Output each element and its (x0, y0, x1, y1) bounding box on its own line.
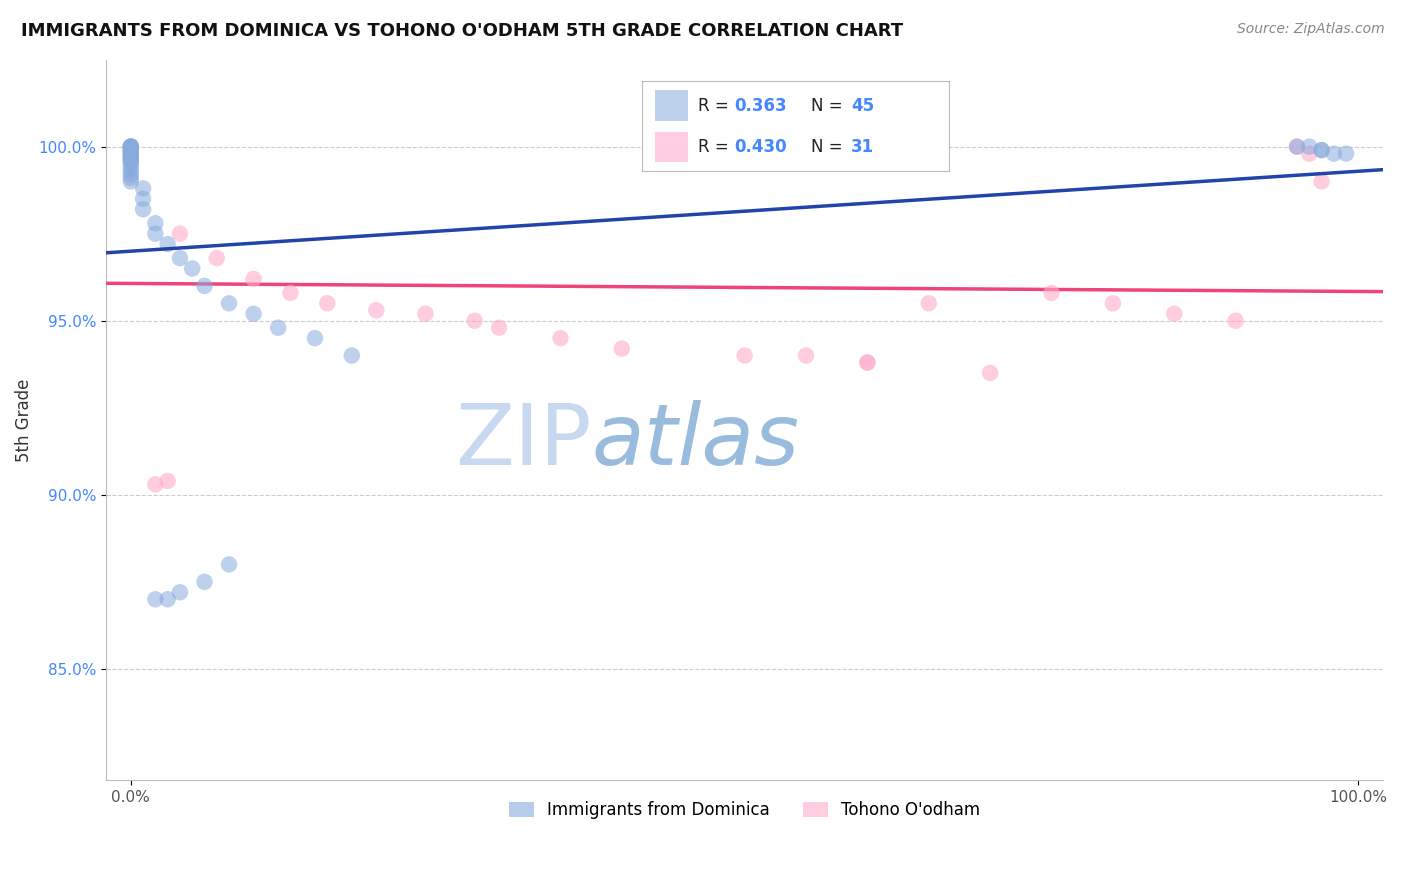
Text: atlas: atlas (592, 401, 800, 483)
Point (132, 181, 155, 195)
Point (242, 307, 264, 321)
Point (120, 153, 142, 168)
Point (120, 139, 142, 153)
Point (169, 251, 191, 265)
Point (120, 174, 142, 188)
Point (120, 139, 142, 153)
Point (120, 146, 142, 161)
Text: IMMIGRANTS FROM DOMINICA VS TOHONO O'ODHAM 5TH GRADE CORRELATION CHART: IMMIGRANTS FROM DOMINICA VS TOHONO O'ODH… (21, 22, 903, 40)
Point (120, 150, 142, 164)
Point (1298, 146, 1320, 161)
Point (1040, 285, 1063, 300)
Point (181, 261, 204, 276)
Point (120, 139, 142, 153)
Point (1310, 174, 1333, 188)
Point (120, 143, 142, 157)
Point (218, 558, 240, 572)
Point (1285, 139, 1308, 153)
Y-axis label: 5th Grade: 5th Grade (15, 378, 32, 462)
Point (610, 342, 633, 356)
Point (120, 161, 142, 175)
Point (120, 150, 142, 164)
Point (193, 574, 215, 589)
Point (415, 307, 437, 321)
Point (193, 279, 215, 293)
Point (156, 237, 179, 252)
Point (132, 202, 155, 217)
Point (1102, 296, 1125, 310)
Point (205, 251, 228, 265)
Point (340, 349, 363, 363)
Point (120, 153, 142, 168)
Point (1298, 139, 1320, 153)
Point (242, 272, 264, 286)
Point (280, 285, 302, 300)
Text: ZIP: ZIP (456, 401, 592, 483)
Point (145, 477, 167, 491)
Point (120, 139, 142, 153)
Point (120, 150, 142, 164)
Point (145, 216, 167, 230)
Point (132, 192, 155, 206)
Point (120, 139, 142, 153)
Point (120, 146, 142, 161)
Point (794, 349, 817, 363)
Point (120, 164, 142, 178)
Point (156, 592, 179, 607)
Point (1310, 143, 1333, 157)
Point (918, 296, 941, 310)
Point (156, 474, 179, 488)
Point (218, 296, 240, 310)
Point (267, 320, 290, 334)
Legend: Immigrants from Dominica, Tohono O'odham: Immigrants from Dominica, Tohono O'odham (502, 795, 987, 826)
Point (366, 303, 388, 318)
Point (550, 331, 572, 345)
Point (979, 366, 1001, 380)
Point (1225, 314, 1247, 328)
Point (1334, 146, 1357, 161)
Point (120, 143, 142, 157)
Point (856, 355, 879, 369)
Point (304, 331, 326, 345)
Point (1285, 139, 1308, 153)
Point (145, 227, 167, 241)
Point (120, 139, 142, 153)
Point (145, 592, 167, 607)
Point (464, 314, 486, 328)
Point (1163, 307, 1185, 321)
Point (120, 143, 142, 157)
Point (488, 320, 510, 334)
Point (120, 143, 142, 157)
Point (734, 349, 756, 363)
Point (120, 146, 142, 161)
Point (316, 296, 339, 310)
Point (120, 168, 142, 182)
Point (169, 585, 191, 599)
Point (1323, 146, 1346, 161)
Point (120, 157, 142, 171)
Point (120, 171, 142, 186)
Point (169, 227, 191, 241)
Point (1310, 143, 1333, 157)
Point (120, 153, 142, 168)
Point (856, 355, 879, 369)
Text: Source: ZipAtlas.com: Source: ZipAtlas.com (1237, 22, 1385, 37)
